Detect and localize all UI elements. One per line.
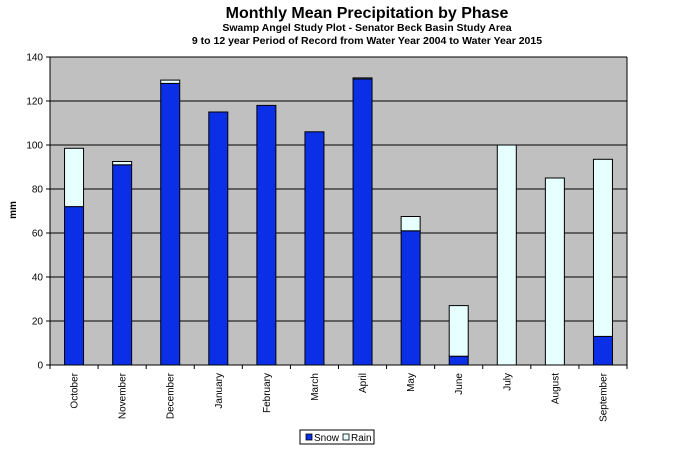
bar-rain-may	[400, 216, 421, 232]
legend-box	[299, 429, 375, 445]
y-tick-label: 20	[32, 317, 44, 328]
category-label: January	[214, 373, 225, 409]
y-tick-label: 0	[37, 361, 43, 372]
chart-subtitle-1: Swamp Angel Study Plot - Senator Beck Ba…	[222, 22, 511, 34]
y-axis-label: mm	[8, 201, 19, 219]
bar-rain-october	[64, 147, 85, 208]
bar-snow-may	[400, 230, 421, 366]
category-label: March	[310, 373, 321, 401]
legend-swatch-snow	[305, 433, 313, 441]
y-tick-label: 40	[32, 273, 44, 284]
legend: Snow Rain	[299, 429, 375, 445]
category-label: September	[598, 372, 609, 422]
bar-snow-january	[208, 111, 229, 366]
bar-snow-september	[592, 335, 613, 366]
bar-rain-september	[592, 158, 613, 337]
bars	[64, 77, 613, 366]
bar-snow-june	[448, 355, 469, 366]
bar-rain-april	[352, 77, 373, 80]
category-label: April	[358, 373, 369, 393]
y-tick-labels: 0 20 40 60 80 100 120 140	[26, 53, 43, 372]
bar-rain-november	[112, 161, 133, 166]
plot-area	[50, 57, 627, 365]
chart-subtitle-2: 9 to 12 year Period of Record from Water…	[192, 35, 542, 47]
category-label: November	[118, 372, 129, 419]
category-label: December	[166, 372, 177, 419]
bar-snow-april	[352, 78, 373, 366]
category-label: June	[454, 373, 465, 395]
bar-snow-november	[112, 164, 133, 366]
axes	[46, 56, 628, 369]
category-label: July	[502, 373, 513, 391]
gridlines	[50, 56, 627, 366]
category-label: May	[406, 373, 417, 392]
y-tick-label: 140	[26, 53, 43, 64]
y-tick-label: 60	[32, 229, 44, 240]
y-tick-label: 100	[26, 141, 43, 152]
bar-snow-october	[64, 206, 85, 366]
bar-rain-july	[496, 144, 517, 366]
legend-swatch-rain	[342, 433, 350, 441]
x-category-labels: October November December January February Ma…	[70, 372, 610, 422]
bar-rain-december	[160, 79, 181, 84]
chart-title: Monthly Mean Precipitation by Phase	[226, 5, 509, 22]
bar-rain-august	[544, 177, 565, 366]
bar-snow-march	[304, 131, 325, 366]
bar-rain-june	[448, 305, 469, 357]
category-label: February	[262, 373, 273, 413]
category-label: October	[70, 372, 81, 408]
category-label: August	[550, 373, 561, 404]
bar-snow-february	[256, 104, 277, 366]
y-tick-label: 120	[26, 97, 43, 108]
legend-label-snow: Snow	[314, 433, 340, 444]
y-tick-label: 80	[32, 185, 44, 196]
legend-label-rain: Rain	[351, 433, 372, 444]
bar-snow-december	[160, 82, 181, 366]
